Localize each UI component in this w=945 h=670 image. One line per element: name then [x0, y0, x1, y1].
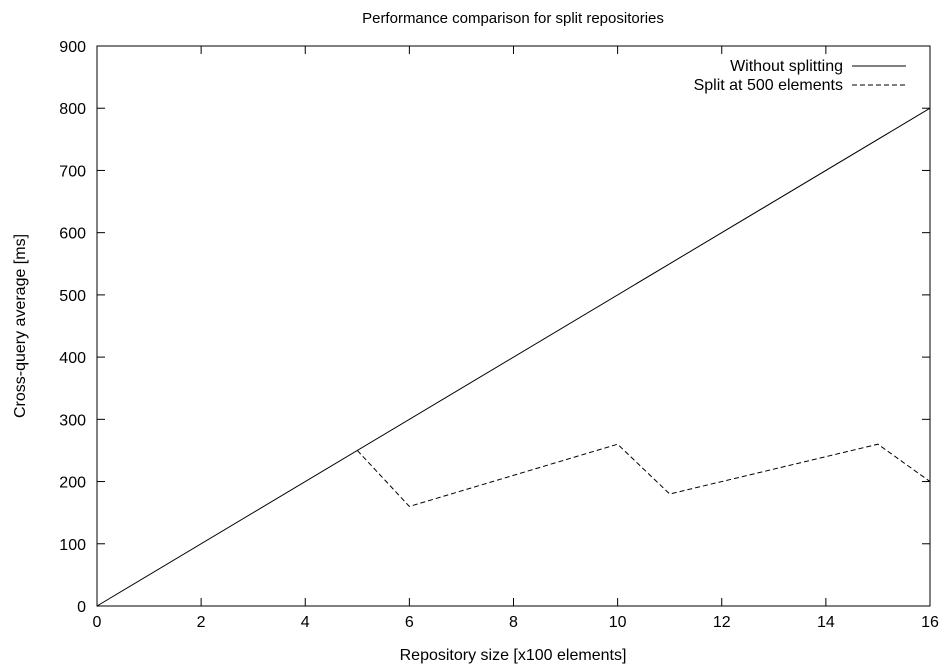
y-tick-label: 500	[59, 288, 86, 305]
series-line-1	[96, 107, 931, 607]
y-tick-label: 100	[59, 537, 86, 554]
y-tick-label: 300	[59, 412, 86, 429]
x-tick-label: 10	[609, 614, 627, 631]
x-tick-label: 6	[405, 614, 414, 631]
y-tick-label: 0	[77, 599, 86, 616]
x-tick-label: 8	[509, 614, 518, 631]
y-tick-label: 600	[59, 226, 86, 243]
x-tick-label: 4	[301, 614, 310, 631]
x-tick-label: 16	[921, 614, 939, 631]
y-tick-label: 700	[59, 163, 86, 180]
x-tick-label: 2	[197, 614, 206, 631]
chart-title: Performance comparison for split reposit…	[362, 10, 664, 27]
legend-label-2: Split at 500 elements	[694, 77, 843, 94]
legend: Without splitting Split at 500 elements	[694, 58, 906, 94]
ticks-layer: 0 2 4 6 8 10 12 14 16 0 100 200 300 400 500 600 700 800 90…	[59, 39, 939, 631]
y-axis-label: Cross-query average [ms]	[12, 234, 29, 418]
x-axis-label: Repository size [x100 elements]	[400, 647, 627, 664]
legend-label-1: Without splitting	[730, 58, 843, 75]
y-tick-label: 400	[59, 350, 86, 367]
y-tick-label: 200	[59, 475, 86, 492]
series-line-2	[356, 443, 931, 508]
x-tick-label: 0	[93, 614, 102, 631]
y-tick-label: 800	[59, 101, 86, 118]
y-tick-label: 900	[59, 39, 86, 56]
plot-frame	[96, 45, 931, 607]
x-tick-label: 12	[713, 614, 731, 631]
series-layer	[96, 107, 931, 607]
x-tick-label: 14	[817, 614, 835, 631]
